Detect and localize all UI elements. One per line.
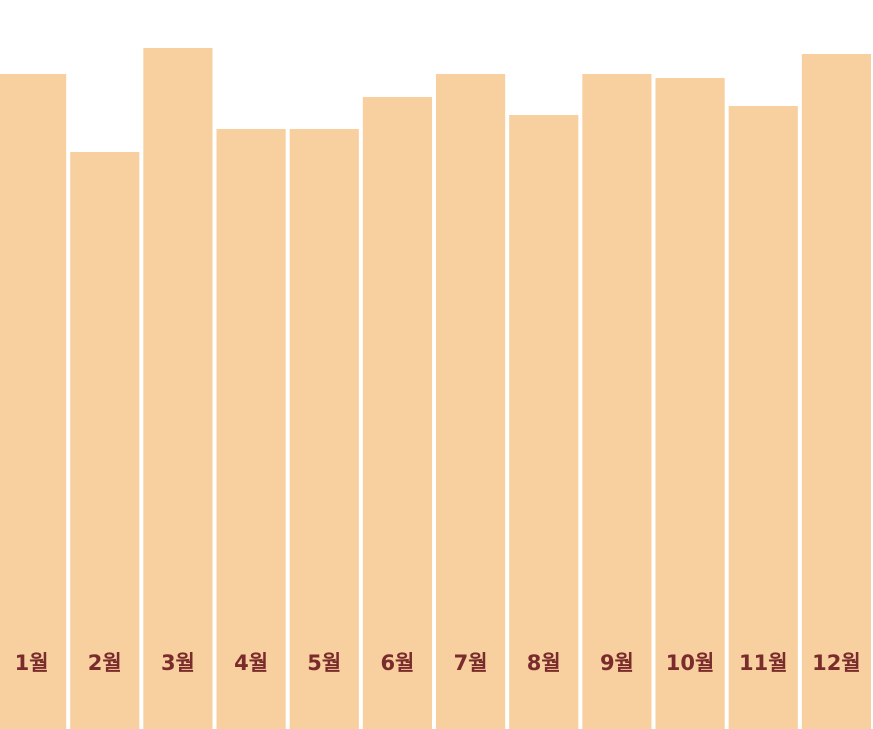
bar-label-3: 3월: [161, 651, 195, 675]
bar-label-6: 6월: [380, 651, 414, 675]
bar-label-12: 12월: [812, 651, 861, 675]
bar-label-11: 11월: [739, 651, 788, 675]
bar-2: [70, 152, 140, 729]
bar-7: [436, 74, 506, 729]
bar-label-8: 8월: [527, 651, 561, 675]
bar-label-5: 5월: [307, 651, 341, 675]
bar-label-1: 1월: [15, 651, 49, 675]
bar-label-2: 2월: [88, 651, 122, 675]
bar-1: [0, 74, 67, 729]
bar-3: [143, 48, 213, 729]
bar-label-10: 10월: [666, 651, 715, 675]
labels-group: 1월 2월 3월 4월 5월 6월 7월 8월 9월 10월 11월 12월: [15, 651, 861, 675]
bar-label-4: 4월: [234, 651, 268, 675]
bar-9: [582, 74, 652, 729]
bar-12: [801, 54, 871, 729]
bar-8: [509, 115, 579, 729]
bar-6: [362, 97, 432, 729]
bar-4: [216, 129, 286, 729]
bar-10: [655, 78, 725, 729]
bar-label-9: 9월: [600, 651, 634, 675]
bars-group: [0, 48, 871, 729]
bar-11: [728, 106, 798, 729]
bar-5: [289, 129, 359, 729]
bar-label-7: 7월: [454, 651, 488, 675]
